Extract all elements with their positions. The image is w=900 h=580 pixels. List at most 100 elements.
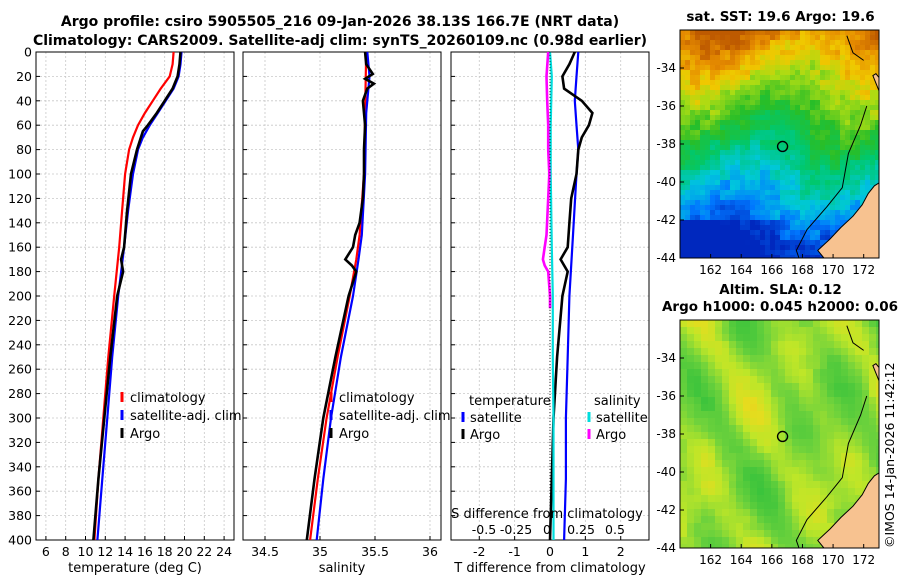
- map-lon-tick-label: 170: [822, 553, 845, 567]
- x-tick-label: 24: [216, 544, 232, 559]
- x-tick-label: 34.5: [251, 544, 279, 559]
- map-lon-tick-label: 168: [791, 263, 814, 277]
- sla-map-title: Altim. SLA: 0.12: [719, 282, 842, 298]
- legend-label: Argo: [596, 428, 626, 443]
- secondary-x-axis-label: S difference from climatology: [451, 507, 643, 522]
- map-lat-tick-label: -36: [656, 389, 676, 403]
- secondary-x-tick-label: 0.25: [567, 522, 595, 537]
- bathymetry-contour: [795, 105, 868, 258]
- x-tick-label: -2: [473, 544, 485, 559]
- y-tick-label: 360: [8, 484, 32, 499]
- sla-field: [680, 320, 879, 548]
- y-tick-label: 320: [8, 435, 32, 450]
- map-lon-tick-label: 172: [852, 553, 875, 567]
- secondary-x-tick-label: -0.25: [500, 522, 532, 537]
- legend-label: Argo: [130, 427, 160, 442]
- y-tick-label: 20: [16, 69, 32, 84]
- legend-salinity: climatology satellite-adj. clim Argo: [329, 391, 451, 442]
- map-lat-tick-label: -44: [656, 541, 676, 555]
- map-lat-tick-label: -42: [656, 503, 676, 517]
- x-tick-label: 12: [97, 544, 113, 559]
- map-lat-tick-label: -36: [656, 99, 676, 113]
- secondary-x-tick-label: 0: [543, 522, 551, 537]
- profile-panel-temperature: 6 8 10 12 14 16 18 20 22 240204060801001201401601…: [8, 45, 235, 576]
- legend-label: climatology: [339, 391, 415, 406]
- land-north-island: [872, 73, 879, 93]
- map-lon-tick-label: 166: [760, 263, 783, 277]
- x-tick-label: 2: [617, 544, 625, 559]
- figure-title-line2: Climatology: CARS2009. Satellite-adj cli…: [32, 33, 648, 49]
- legend-title-salinity: salinity: [594, 394, 641, 409]
- x-axis-label: temperature (deg C): [68, 561, 202, 576]
- map-lat-tick-label: -42: [656, 213, 676, 227]
- y-tick-label: 400: [8, 533, 32, 548]
- secondary-x-tick-label: -0.5: [472, 522, 496, 537]
- map-lat-tick-label: -40: [656, 175, 676, 189]
- sst-field: [680, 30, 879, 258]
- series-line-argo: [92, 51, 182, 541]
- argo-float-marker: [776, 430, 789, 443]
- map-lat-tick-label: -38: [656, 137, 676, 151]
- y-tick-label: 260: [8, 362, 32, 377]
- x-tick-label: 20: [177, 544, 193, 559]
- x-axis-label: salinity: [319, 561, 366, 576]
- x-tick-label: -1: [508, 544, 520, 559]
- legend-label: satellite-adj. clim: [130, 409, 242, 424]
- map-lon-tick-label: 162: [699, 263, 722, 277]
- map-lon-tick-label: 164: [730, 263, 753, 277]
- legend-label: satellite-adj. clim: [339, 409, 451, 424]
- map-lon-tick-label: 172: [852, 263, 875, 277]
- x-tick-label: 18: [157, 544, 173, 559]
- y-tick-label: 340: [8, 459, 32, 474]
- profile-panel-differences: -2 -1 0 1 2 T difference from climatology: [450, 51, 650, 576]
- y-tick-label: 160: [8, 240, 32, 255]
- legend-title-temperature: temperature: [469, 394, 551, 409]
- map-lon-tick-label: 162: [699, 553, 722, 567]
- y-tick-label: 100: [8, 167, 32, 182]
- legend-label: climatology: [130, 391, 206, 406]
- x-tick-label: 22: [196, 544, 212, 559]
- y-tick-label: 80: [16, 142, 32, 157]
- y-tick-label: 0: [24, 45, 32, 60]
- map-lat-tick-label: -38: [656, 427, 676, 441]
- y-tick-label: 180: [8, 264, 32, 279]
- bathymetry-contour: [846, 325, 864, 351]
- y-tick-label: 220: [8, 313, 32, 328]
- series-line-satellite-adj-clim: [315, 51, 371, 541]
- series-line-climatology: [309, 51, 368, 541]
- secondary-x-tick-label: 0.5: [605, 522, 625, 537]
- sst-map-title: sat. SST: 19.6 Argo: 19.6: [686, 9, 875, 25]
- legend-label: Argo: [470, 428, 500, 443]
- land-south-island: [817, 472, 879, 548]
- sla-map: 162 164 166 168 170 172 -34 -36 -38 -40 -42 -44: [656, 319, 880, 567]
- x-tick-label: 36: [422, 544, 438, 559]
- bathymetry-contour: [846, 35, 864, 61]
- legend-temperature: climatology satellite-adj. clim Argo: [120, 391, 242, 442]
- series-line-salinity-satellite: [548, 51, 555, 540]
- legend-label: Argo: [339, 427, 369, 442]
- series-line-argo: [305, 51, 377, 541]
- land-south-island: [817, 182, 879, 258]
- sla-map-subtitle: Argo h1000: 0.045 h2000: 0.06: [661, 299, 899, 315]
- y-tick-label: 120: [8, 191, 32, 206]
- x-tick-label: 16: [137, 544, 153, 559]
- map-lat-tick-label: -40: [656, 465, 676, 479]
- legend-label: satellite: [470, 411, 522, 426]
- x-tick-label: 14: [117, 544, 133, 559]
- map-lon-tick-label: 170: [822, 263, 845, 277]
- map-lat-tick-label: -34: [656, 351, 676, 365]
- y-tick-label: 140: [8, 215, 32, 230]
- x-tick-label: 1: [581, 544, 589, 559]
- x-tick-label: 6: [42, 544, 50, 559]
- bathymetry-contour: [795, 395, 868, 548]
- y-tick-label: 200: [8, 289, 32, 304]
- figure-title-line1: Argo profile: csiro 5905505_216 09-Jan-2…: [60, 14, 620, 30]
- legend-label: satellite: [596, 411, 648, 426]
- land-north-island: [872, 363, 879, 383]
- profile-panel-salinity: 34.5 35 35.5 36 salinity: [242, 51, 442, 576]
- series-line-salinity-argo: [541, 51, 552, 309]
- argo-float-marker: [776, 140, 789, 153]
- x-tick-label: 10: [78, 544, 94, 559]
- y-tick-label: 280: [8, 386, 32, 401]
